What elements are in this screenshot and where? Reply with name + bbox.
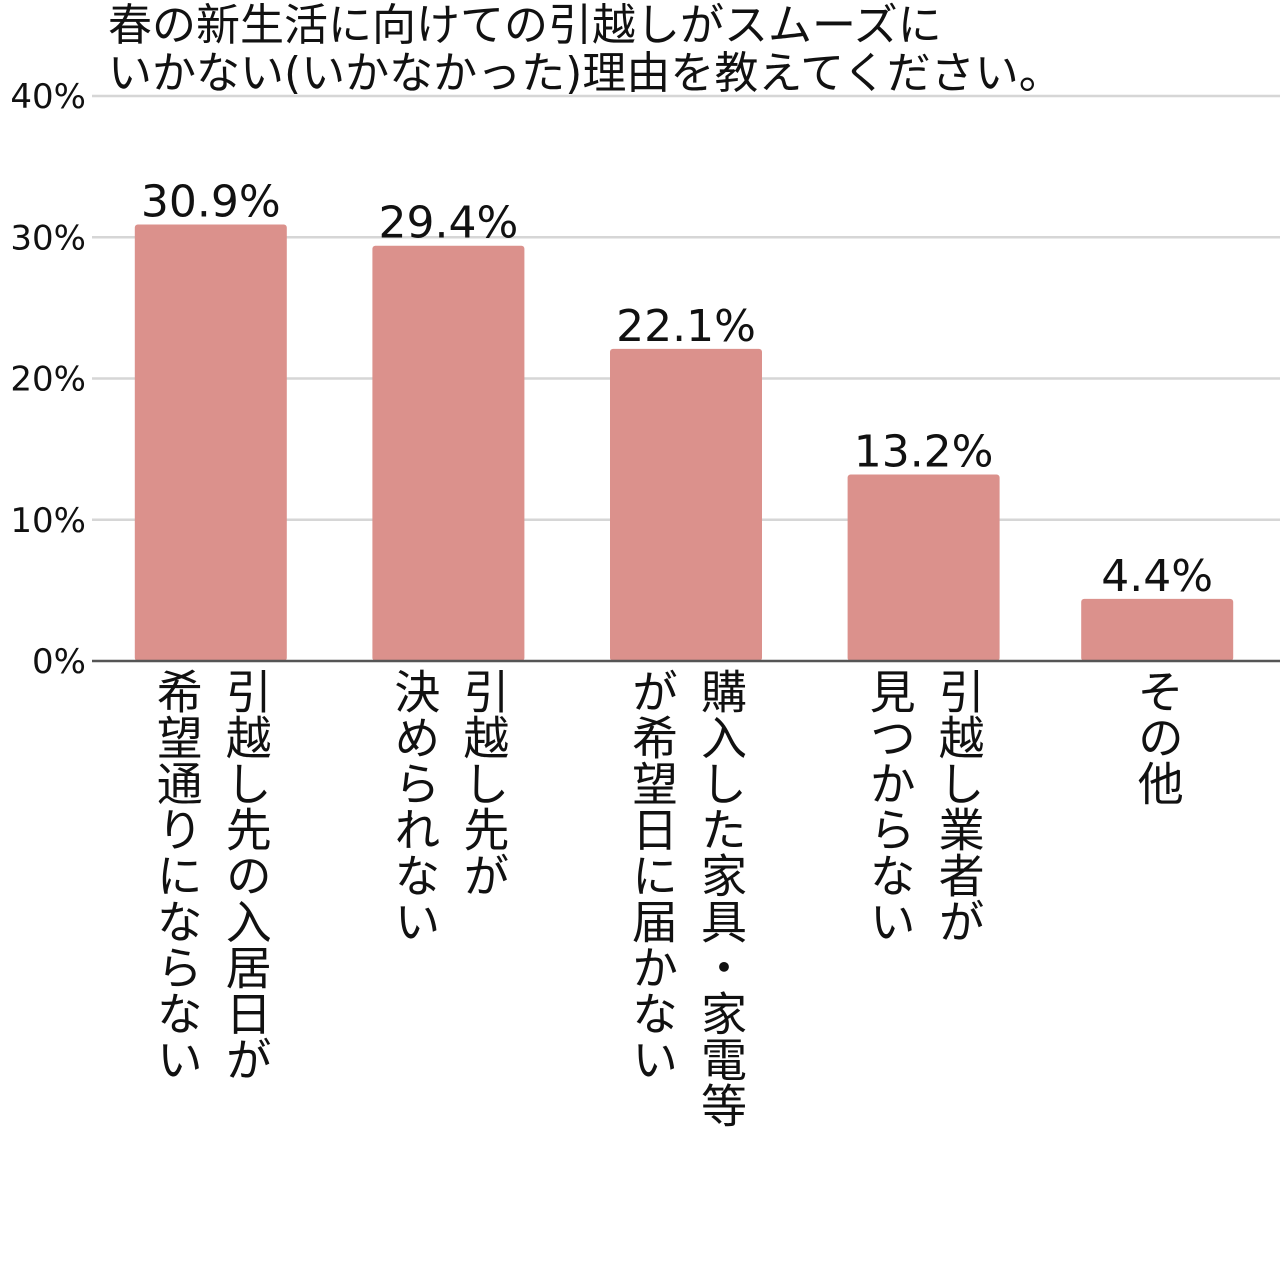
bar <box>847 474 1000 661</box>
bar <box>1081 598 1234 661</box>
data-label: 30.9% <box>141 177 281 228</box>
y-tick-label: 20% <box>10 360 86 400</box>
bar <box>372 245 525 661</box>
category-label: 引越し先が 決められない <box>387 668 511 944</box>
data-label: 29.4% <box>379 198 519 249</box>
data-labels: 30.9% 29.4% 22.1% 13.2% 4.4% <box>141 177 1213 602</box>
bars <box>134 224 1234 661</box>
category-label: 引越し先の入居日が 希望通りにならない <box>149 668 273 1082</box>
y-tick-label: 0% <box>32 642 86 682</box>
axes: 0% 10% 20% 30% 40% <box>10 77 1280 682</box>
y-tick-label: 10% <box>10 501 86 541</box>
chart-title: 春の新生活に向けての引越しがスムーズに いかない(いかなかった)理由を教えてくだ… <box>108 0 1063 99</box>
y-tick-label: 40% <box>10 77 86 117</box>
category-label: 引越し業者が 見つからない <box>862 668 986 944</box>
data-label: 13.2% <box>854 427 994 478</box>
category-label: その他 <box>1130 668 1185 806</box>
bar <box>134 224 287 661</box>
bar <box>610 348 762 661</box>
y-tick-label: 30% <box>10 218 86 258</box>
category-label: 購入した家具・家電等 が希望日に届かない <box>625 668 748 1128</box>
data-label: 4.4% <box>1101 551 1213 602</box>
data-label: 22.1% <box>616 301 756 352</box>
